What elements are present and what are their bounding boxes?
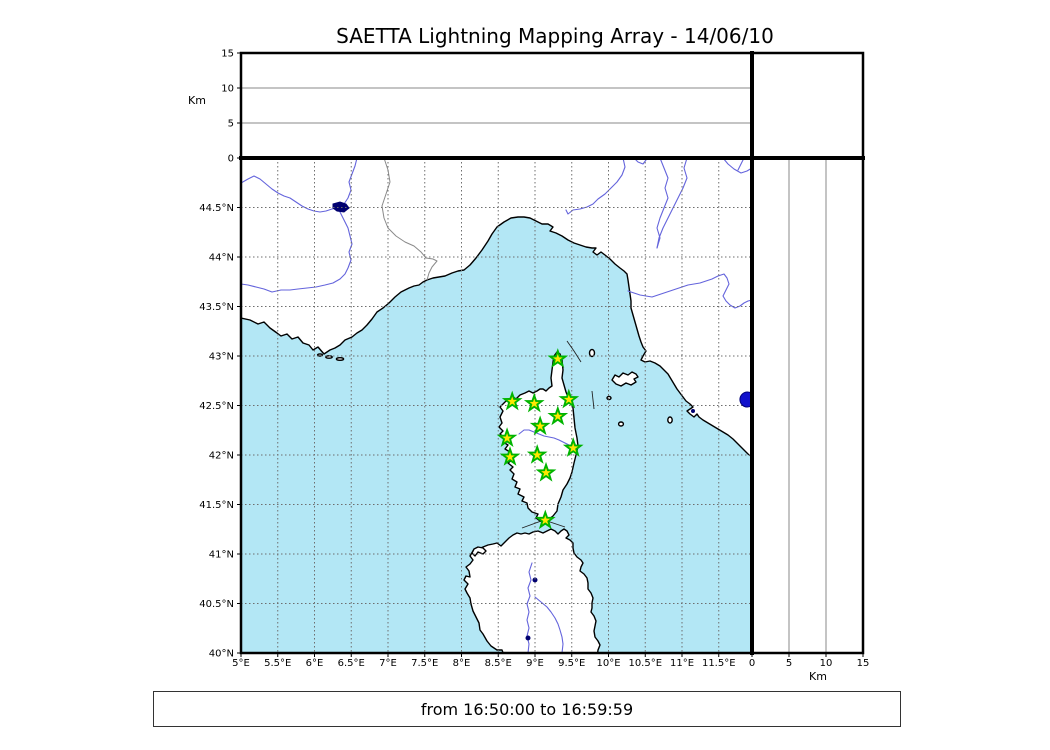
lon-tick-label: 8.5°E [485, 658, 512, 669]
station-marker [529, 415, 551, 436]
top-km-tick-label: 5 [228, 119, 234, 130]
station-marker [534, 509, 556, 530]
river-sardinia-2 [534, 596, 564, 653]
river-ubaye [339, 158, 358, 210]
top-km-tick-label: 10 [221, 84, 234, 95]
right-km-tick-label: 15 [857, 658, 870, 669]
lightning-source-dots [739, 391, 752, 408]
station-marker [558, 388, 580, 409]
lat-tick-label: 42.5°N [199, 401, 234, 412]
lon-tick-label: 11°E [670, 658, 694, 669]
figure-title: SAETTA Lightning Mapping Array - 14/06/1… [336, 24, 774, 48]
time-range-text: from 16:50:00 to 16:59:59 [420, 699, 634, 719]
station-marker [499, 446, 521, 466]
river-golo-corsica [518, 429, 575, 449]
lon-tick-label: 10.5°E [628, 658, 662, 669]
capraia-island [588, 348, 596, 358]
top-panel-km-axis-label: Km [188, 94, 206, 107]
river-top-right-1 [722, 158, 752, 174]
lon-tick-label: 9°E [526, 658, 544, 669]
lat-tick-label: 44.5°N [199, 203, 234, 214]
histogram-box [752, 53, 863, 158]
station-marker [501, 390, 523, 411]
hyeres-island-3 [335, 357, 345, 362]
figure-outer-border [239, 51, 865, 655]
lon-tick-label: 8°E [453, 658, 471, 669]
station-marker [523, 392, 545, 413]
river-durance-upper [241, 175, 337, 213]
lon-tick-label: 5°E [232, 658, 250, 669]
station-marker [562, 437, 584, 457]
time-range-box: from 16:50:00 to 16:59:59 [153, 691, 901, 727]
station-marker [547, 405, 569, 426]
corsica-coastline [498, 351, 579, 523]
orbetello-lagoon [691, 409, 695, 413]
lat-tick-label: 41°N [209, 550, 234, 561]
lat-tick-label: 42°N [209, 451, 234, 462]
lon-tick-label: 9.5°E [558, 658, 585, 669]
map-gridlines [241, 158, 752, 653]
river-po-tributary-1 [565, 158, 626, 215]
lon-tick-label: 6°E [306, 658, 324, 669]
station-marker [496, 427, 518, 447]
river-trebbia [656, 158, 669, 249]
top-km-tick-label: 15 [221, 49, 234, 60]
lightning-source-dot [739, 391, 752, 408]
lon-tick-label: 6.5°E [338, 658, 365, 669]
lat-tick-label: 40°N [209, 649, 234, 660]
station-marker [535, 461, 557, 482]
top-km-tick-label: 0 [228, 154, 234, 165]
lon-tick-label: 10°E [596, 658, 620, 669]
giglio-island [667, 416, 673, 424]
lat-tick-label: 41.5°N [199, 500, 234, 511]
axis-tick-labels: 5°E 5.5°E 6°E 6.5°E 7°E 7.5°E 8°E 8.5°E 9°E 9.5°E… [199, 49, 869, 670]
france-italy-border [381, 158, 438, 281]
lat-tick-label: 43°N [209, 352, 234, 363]
elba-island [611, 371, 639, 387]
lon-tick-label: 11.5°E [702, 658, 736, 669]
lake-sardinia-2 [525, 635, 531, 641]
lon-tick-label: 7°E [379, 658, 397, 669]
map-panel [241, 158, 752, 653]
axis-ticks [237, 52, 864, 657]
altitude-panel-gridlines [241, 87, 827, 653]
lat-tick-label: 44°N [209, 253, 234, 264]
right-km-tick-label: 10 [820, 658, 833, 669]
river-arno [627, 273, 752, 309]
station-marker [526, 444, 548, 464]
line-northeast-of-cap-corse [566, 340, 582, 363]
top-altitude-panel [241, 53, 752, 158]
lat-tick-label: 43.5°N [199, 302, 234, 313]
lon-tick-label: 5.5°E [264, 658, 291, 669]
mainland-coastline [241, 158, 752, 458]
station-marker [547, 348, 569, 368]
line-capraia-elba [591, 390, 595, 410]
right-km-tick-label: 5 [786, 658, 792, 669]
lat-tick-label: 40.5°N [199, 599, 234, 610]
right-altitude-panel [752, 158, 863, 653]
right-panel-km-axis-label: Km [809, 670, 827, 683]
station-markers [496, 348, 584, 530]
right-km-tick-label: 0 [749, 658, 755, 669]
lon-tick-label: 7.5°E [411, 658, 438, 669]
montecristo-island [617, 421, 625, 427]
river-taro [656, 158, 688, 249]
river-durance-lower [241, 211, 353, 293]
